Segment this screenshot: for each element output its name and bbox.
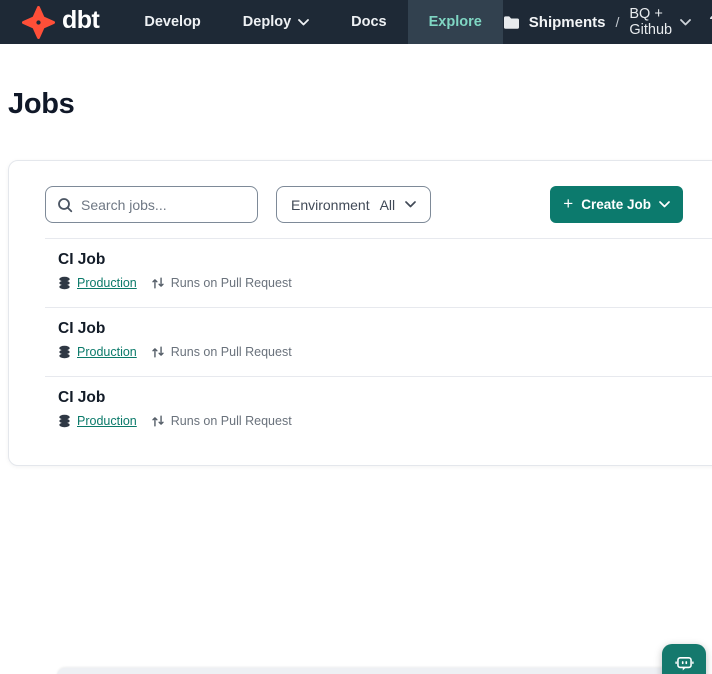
job-row[interactable]: CI Job Production Runs on Pull Request <box>45 307 712 376</box>
dbt-logo[interactable]: dbt <box>0 0 111 44</box>
nav-item-deploy[interactable]: Deploy <box>222 0 330 44</box>
database-icon <box>58 276 71 290</box>
job-title: CI Job <box>58 389 106 406</box>
search-icon <box>57 197 73 213</box>
chevron-down-icon <box>659 201 670 208</box>
environment-filter-value: All <box>379 196 396 213</box>
create-job-label: Create Job <box>581 197 651 212</box>
pull-request-icon <box>151 345 165 359</box>
connection-selector[interactable]: BQ + Github <box>629 6 691 38</box>
nav-item-docs[interactable]: Docs <box>351 14 387 30</box>
nav-item-develop[interactable]: Develop <box>144 14 201 30</box>
chevron-down-icon <box>680 18 691 26</box>
job-row[interactable]: CI Job Production Runs on Pull Request <box>45 376 712 445</box>
pull-request-icon <box>151 414 165 428</box>
job-meta: Production Runs on Pull Request <box>58 345 712 359</box>
breadcrumb-separator: / <box>615 14 620 30</box>
environment-link[interactable]: Production <box>77 345 137 359</box>
help-button[interactable]: ? <box>709 12 712 32</box>
job-trigger: Runs on Pull Request <box>170 414 292 428</box>
database-icon <box>58 414 71 428</box>
brand-name: dbt <box>62 5 100 34</box>
jobs-card: Environment All + Create Job CI Job Prod <box>8 160 712 466</box>
job-list: CI Job Production Runs on Pull Request C… <box>9 238 712 445</box>
chevron-down-icon <box>298 18 310 26</box>
folder-icon <box>503 15 520 30</box>
environment-filter-label: Environment <box>291 196 370 213</box>
chatbot-fab[interactable] <box>662 644 706 674</box>
bottom-panel-edge <box>57 668 704 674</box>
jobs-toolbar: Environment All + Create Job <box>9 161 712 223</box>
project-context: Shipments / BQ + Github ? <box>503 0 712 44</box>
job-row[interactable]: CI Job Production Runs on Pull Request <box>45 238 712 307</box>
job-trigger: Runs on Pull Request <box>170 345 292 359</box>
chevron-down-icon <box>405 201 417 208</box>
plus-icon: + <box>563 193 574 213</box>
job-meta: Production Runs on Pull Request <box>58 276 712 290</box>
search-jobs-field <box>45 186 258 223</box>
create-job-button[interactable]: + Create Job <box>550 186 683 223</box>
search-input[interactable] <box>81 196 246 213</box>
environment-link[interactable]: Production <box>77 414 137 428</box>
database-icon <box>58 345 71 359</box>
job-title: CI Job <box>58 251 106 268</box>
pull-request-icon <box>151 276 165 290</box>
job-meta: Production Runs on Pull Request <box>58 414 712 428</box>
job-trigger: Runs on Pull Request <box>170 276 292 290</box>
breadcrumb-project[interactable]: Shipments <box>528 13 606 31</box>
page-title: Jobs <box>8 88 75 120</box>
environment-filter-dropdown[interactable]: Environment All <box>276 186 432 223</box>
chatbot-icon <box>674 653 695 674</box>
top-navigation: dbt Develop Deploy Docs Explore Shipment… <box>0 0 712 44</box>
job-title: CI Job <box>58 320 106 337</box>
dbt-logo-icon <box>22 5 55 39</box>
primary-nav: Develop Deploy Docs Explore <box>123 0 503 44</box>
environment-link[interactable]: Production <box>77 276 137 290</box>
nav-item-explore[interactable]: Explore <box>407 0 503 44</box>
